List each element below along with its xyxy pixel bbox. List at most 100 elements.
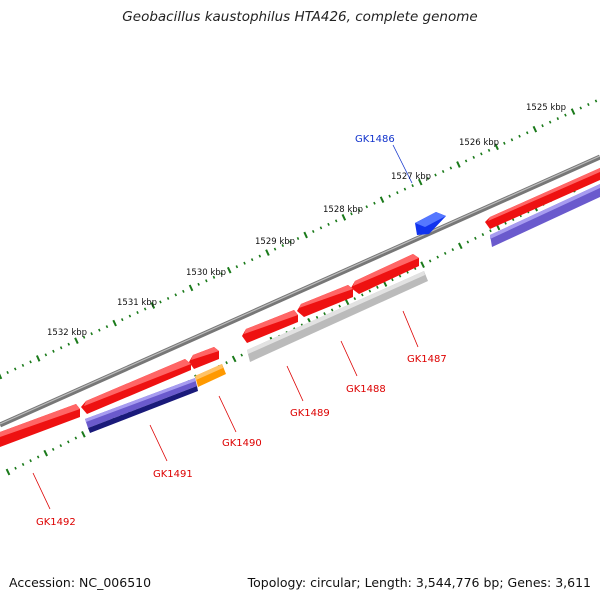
feature-orange-shine [195, 364, 223, 380]
outer-tick [128, 314, 132, 318]
outer-tick [243, 261, 246, 265]
outer-tick [226, 266, 232, 274]
inner-tick [51, 447, 55, 451]
feature-navy-left[interactable] [88, 386, 198, 433]
outer-tick [487, 148, 491, 152]
inner-tick [225, 361, 228, 365]
outer-tick [518, 134, 521, 138]
inner-tick [344, 299, 350, 306]
outer-tick [21, 363, 25, 367]
outer-tick [74, 337, 79, 345]
outer-tick [44, 353, 48, 357]
gene-GK1488[interactable] [297, 285, 353, 317]
inner-tick [398, 274, 402, 278]
outer-tick [289, 240, 292, 244]
gene-GK1490[interactable] [189, 347, 219, 369]
gene-GK1492[interactable] [0, 404, 80, 447]
inner-tick [391, 278, 394, 282]
label-GK1486: GK1486 [355, 134, 395, 145]
backbone-highlight [0, 155, 600, 425]
outer-tick [327, 222, 330, 226]
outer-tick [0, 373, 3, 380]
outer-tick [494, 143, 499, 151]
inner-tick [353, 297, 357, 301]
inner-tick [29, 459, 32, 463]
gene-right-edge[interactable] [485, 168, 600, 229]
scale-label-1532: 1532 kbp [47, 328, 87, 338]
outer-tick [174, 293, 178, 297]
outer-tick [388, 194, 391, 198]
outer-tick [98, 328, 101, 332]
outer-tick [434, 173, 437, 177]
outer-tick [273, 247, 277, 251]
inner-tick [420, 261, 425, 269]
scale-label-1530: 1530 kbp [186, 268, 226, 278]
outer-tick [59, 346, 63, 350]
genome-title: Geobacillus kaustophilus HTA426, complet… [122, 9, 478, 25]
outer-tick [258, 254, 262, 258]
outer-tick [373, 201, 376, 205]
outer-tick [136, 311, 139, 315]
scale-label-1526: 1526 kbp [459, 138, 499, 148]
label-GK1489: GK1489 [290, 408, 330, 419]
outer-tick [6, 370, 9, 375]
reverse-strand-genes [0, 168, 600, 447]
label-leaders [32, 144, 419, 510]
label-GK1488: GK1488 [346, 384, 386, 395]
gene-GK1486[interactable] [415, 212, 446, 235]
outer-tick [350, 212, 353, 216]
outer-tick [441, 169, 445, 174]
outer-tick [220, 272, 223, 276]
scale-label-1529: 1529 kbp [255, 237, 295, 247]
gene-GK1487[interactable] [351, 254, 419, 294]
scale-label-1531: 1531 kbp [117, 298, 157, 308]
outer-tick [532, 125, 538, 133]
inner-tick [315, 315, 319, 319]
outer-tick [411, 184, 414, 188]
inner-tick [376, 285, 379, 289]
outer-tick [112, 319, 117, 327]
outer-tick [250, 258, 254, 262]
inner-tick [428, 259, 432, 263]
label-GK1491: GK1491 [153, 469, 193, 480]
outer-tick [13, 367, 17, 371]
outer-tick [594, 99, 598, 103]
outer-tick [67, 342, 71, 346]
outer-tick [188, 284, 194, 292]
outer-tick [319, 226, 323, 230]
inner-tick [489, 229, 492, 233]
inner-tick [14, 466, 17, 470]
inner-tick [36, 455, 40, 459]
accession-text: Accession: NC_006510 [9, 575, 152, 590]
gene-GK1489[interactable] [242, 310, 298, 343]
inner-tick [466, 240, 470, 244]
genome-summary-text: Topology: circular; Length: 3,544,776 bp… [247, 575, 591, 590]
inner-tick [451, 248, 455, 252]
outer-tick [296, 236, 300, 241]
inner-tick [231, 355, 237, 363]
genome-backbone [0, 154, 600, 428]
scale-labels: 1525 kbp 1526 kbp 1527 kbp 1528 kbp 1529… [47, 103, 566, 338]
outer-tick [525, 131, 529, 135]
inner-tick [21, 462, 25, 466]
outer-tick [365, 205, 369, 209]
gene-GK1491[interactable] [81, 359, 191, 414]
outer-tick [403, 187, 407, 191]
outer-tick [334, 219, 338, 223]
outer-tick [35, 355, 41, 362]
outer-tick [426, 177, 430, 181]
scale-label-1527: 1527 kbp [391, 172, 431, 182]
outer-tick [570, 108, 576, 115]
inner-tick [338, 304, 342, 308]
inner-tick [240, 353, 244, 357]
label-GK1487: GK1487 [407, 354, 447, 365]
inner-tick [474, 236, 477, 240]
outer-tick [281, 244, 285, 248]
inner-tick [81, 430, 86, 438]
outer-tick [159, 300, 162, 304]
outer-tick [472, 155, 476, 159]
outer-tick [579, 106, 583, 110]
feature-purple-left-shine [85, 378, 196, 422]
inner-tick [458, 242, 463, 250]
label-GK1490: GK1490 [222, 438, 262, 449]
